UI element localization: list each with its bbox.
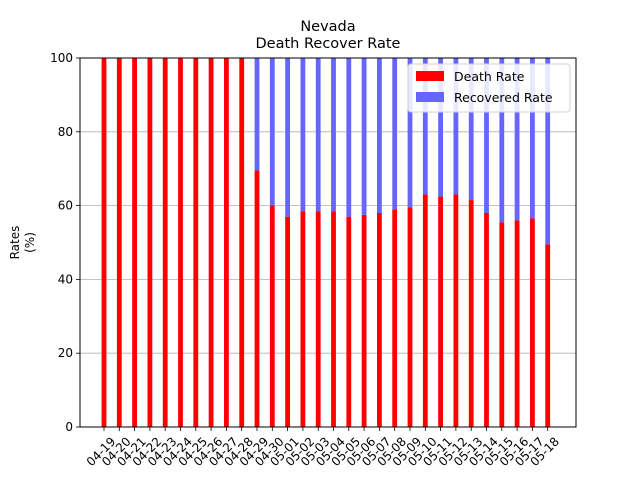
bar-recovered-rate [315,58,321,212]
y-gridlines [80,131,576,354]
x-axis-ticks: 04-1904-2004-2104-2204-2304-2404-2504-26… [84,427,562,469]
legend-box [407,63,571,113]
bar-recovered-rate [361,58,367,215]
bar-death-rate [514,220,520,427]
bar-death-rate [545,244,551,427]
y-axis-label: Rates (%) [8,226,37,260]
chart-subtitle: Death Recover Rate [256,36,401,52]
bar-recovered-rate [407,58,413,208]
bar-recovered-rate [514,58,520,221]
bar-death-rate [484,212,489,427]
bar-recovered-rate [438,58,443,197]
bar-death-rate [101,58,107,427]
bar-death-rate [530,218,535,427]
bar-death-rate [132,58,137,427]
y-axis-label-line: (%) [23,232,37,253]
legend-swatch [416,71,444,81]
bar-recovered-rate [300,58,306,212]
bar-death-rate [116,58,122,427]
bar-recovered-rate [285,58,290,217]
bar-death-rate [239,58,245,427]
bar-recovered-rate [392,58,398,210]
bars [101,58,551,428]
bar-recovered-rate [346,58,352,217]
bar-death-rate [361,214,367,427]
bar-recovered-rate [530,58,535,219]
bar-death-rate [285,216,290,427]
bar-recovered-rate [269,58,275,206]
chart-title: Nevada [300,19,355,35]
bar-recovered-rate [545,58,551,245]
plot-frame [79,57,577,428]
bar-recovered-rate [377,58,382,213]
legend-entry: Death Rate [454,69,525,84]
legend-swatch [416,92,444,102]
bar-death-rate [331,211,336,427]
bar-recovered-rate [254,58,260,171]
bar-death-rate [377,212,382,427]
bar-death-rate [147,58,153,427]
bar-death-rate [300,211,306,427]
bar-death-rate [392,209,398,427]
bar-death-rate [407,207,413,427]
bar-death-rate [208,58,214,427]
y-tick-label: 0 [65,420,73,434]
y-axis-label-line: Rates [8,226,22,260]
y-axis-ticks: 0 20 40 60 80 100 [50,51,80,434]
bar-recovered-rate [331,58,336,212]
bar-death-rate [468,200,474,427]
bar-death-rate [453,194,459,427]
bar-recovered-rate [484,58,489,213]
bar-recovered-rate [422,58,428,195]
bar-death-rate [346,216,352,427]
y-tick-label: 60 [58,199,73,213]
bar-death-rate [422,194,428,427]
bar-recovered-rate [499,58,505,223]
bar-death-rate [269,205,275,427]
bar-recovered-rate [453,58,459,195]
bar-death-rate [193,58,199,427]
bar-death-rate [162,58,168,427]
y-tick-label: 100 [50,51,73,65]
y-tick-label: 80 [58,125,73,139]
bar-death-rate [499,222,505,427]
bar-death-rate [438,196,443,427]
bar-death-rate [178,58,183,427]
legend-entry: Recovered Rate [454,90,553,105]
bar-death-rate [254,170,260,428]
y-tick-label: 40 [58,272,73,286]
y-tick-label: 20 [58,346,73,360]
legend: Death Rate Recovered Rate [407,63,571,113]
bar-death-rate [315,211,321,427]
bar-recovered-rate [468,58,474,201]
bar-death-rate [224,58,229,427]
